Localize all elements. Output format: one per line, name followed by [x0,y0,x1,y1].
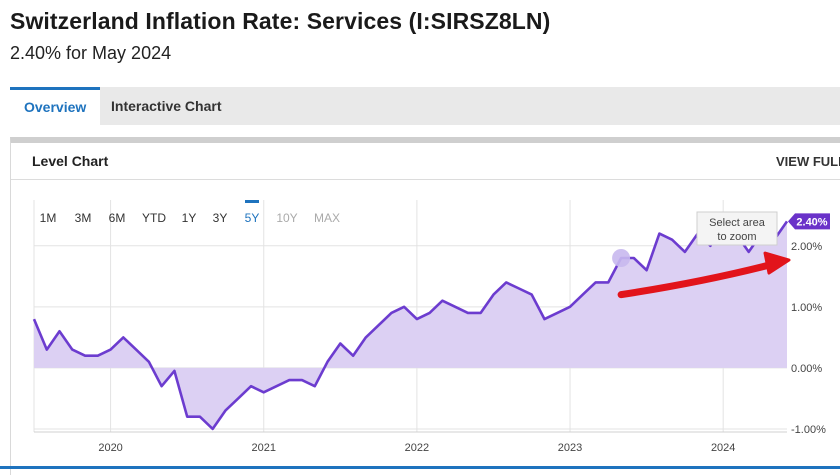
tab-interactive-chart[interactable]: Interactive Chart [111,98,222,114]
range-button-label: 3Y [213,211,228,225]
x-axis-labels: 2020 2021 2022 2023 2024 [98,442,735,454]
series-area-fill [34,221,787,429]
y-tick-label: 0.00% [791,363,822,375]
last-value-badge [788,213,830,230]
range-button-label: MAX [314,211,340,225]
y-tick-label: 1.00% [791,302,822,314]
range-button-max: MAX [314,211,340,225]
range-button-1m[interactable]: 1M [40,211,57,225]
x-tick-label: 2023 [558,442,582,454]
tab-bar: Overview Interactive Chart [10,87,840,125]
y-tick-label: 2.00% [791,241,822,253]
page-title: Switzerland Inflation Rate: Services (I:… [10,8,551,34]
panel-header: Level Chart VIEW FULL [11,143,840,180]
zoom-tooltip-line2: to zoom [717,231,756,243]
chart-points [612,249,631,267]
range-button-1y[interactable]: 1Y [182,211,197,225]
red-arrow-shaft [617,260,777,299]
y-axis-labels: -1.00% 0.00% 1.00% 2.00% [791,241,826,436]
zoom-tooltip-box [696,211,778,246]
series-line [32,220,789,431]
range-button-ytd[interactable]: YTD [142,211,166,225]
chart-area-layer [32,220,789,431]
range-button-label: YTD [142,211,166,225]
x-tick-label: 2020 [98,442,122,454]
range-button-label: 3M [75,211,92,225]
range-selector: 1M 3M 6M YTD 1Y 3Y 5Y 10Y MAX [40,200,340,225]
range-button-5y[interactable]: 5Y [245,200,260,225]
page-subtitle: 2.40% for May 2024 [10,43,172,63]
range-button-10y: 10Y [276,211,297,225]
range-button-label: 5Y [245,211,260,225]
range-button-3m[interactable]: 3M [75,211,92,225]
last-value-layer: 2.40% [788,213,830,230]
range-button-3y[interactable]: 3Y [213,211,228,225]
x-tick-label: 2024 [711,442,735,454]
last-value-label: 2.40% [796,216,827,228]
bottom-accent-line [0,466,840,469]
y-tick-label: -1.00% [791,424,826,436]
x-tick-label: 2021 [251,442,275,454]
range-button-6m[interactable]: 6M [109,211,126,225]
x-tick-label: 2022 [405,442,429,454]
range-button-label: 10Y [276,211,297,225]
view-full-link[interactable]: VIEW FULL [776,154,840,169]
zoom-tooltip-line1: Select area [709,217,766,229]
panel-title: Level Chart [32,153,109,169]
tab-overview[interactable]: Overview [10,87,101,125]
red-arrow-head [763,251,791,275]
range-button-label: 6M [109,211,126,225]
range-button-label: 1M [40,211,57,225]
zoom-tooltip: Select area to zoom [696,211,778,246]
hover-point-marker[interactable] [612,249,631,267]
range-button-label: 1Y [182,211,197,225]
range-selected-indicator [245,200,259,203]
annotation-layer [617,251,791,299]
